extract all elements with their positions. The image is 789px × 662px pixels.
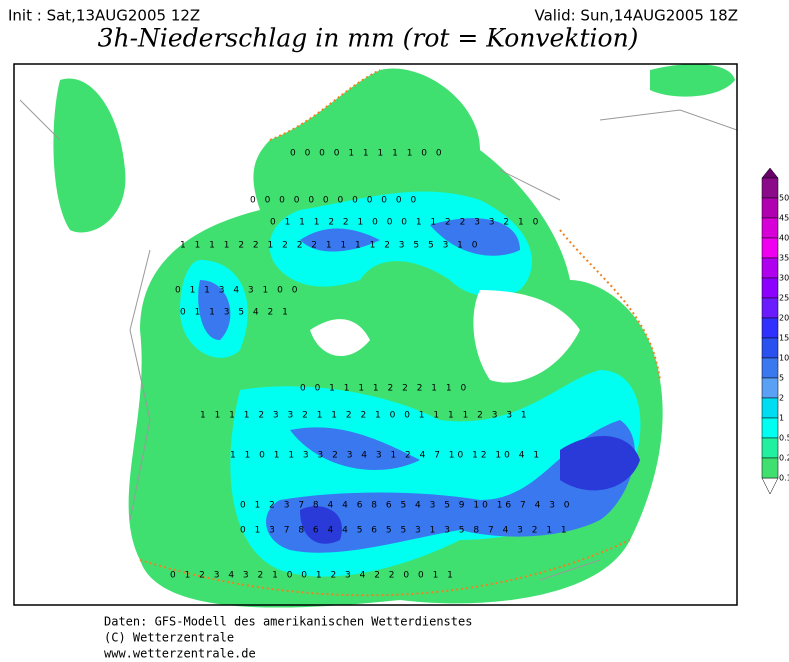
legend: 50 45 40 35 30 25 20 15 10 5 2 1 0.5 0.2 0.1 — [761, 167, 789, 495]
map-value-row: 1 1 1 1 2 3 3 2 1 1 2 2 1 0 0 1 1 1 1 2 … — [200, 411, 530, 421]
legend-label: 50 — [779, 194, 789, 203]
legend-label: 25 — [779, 294, 789, 303]
valid-time: Valid: Sun,14AUG2005 18Z — [534, 7, 738, 25]
legend-swatch — [761, 237, 779, 259]
map-value-row: 0 0 0 0 0 0 0 0 0 0 0 0 — [250, 196, 419, 206]
legend-label: 45 — [779, 214, 789, 223]
map-value-row: 0 0 1 1 1 1 2 2 2 1 1 0 — [300, 384, 469, 394]
legend-swatch — [761, 457, 779, 479]
legend-swatch — [761, 377, 779, 399]
map-value-row: 0 1 2 3 4 3 2 1 0 0 1 2 3 4 2 2 0 0 1 1 — [170, 571, 456, 581]
legend-label: 35 — [779, 254, 789, 263]
map-value-row: 0 0 0 0 1 1 1 1 1 0 0 — [290, 149, 445, 159]
legend-swatch — [761, 297, 779, 319]
legend-swatch — [761, 437, 779, 459]
legend-swatch — [761, 217, 779, 239]
legend-label: 40 — [779, 234, 789, 243]
map-value-row: 0 1 1 3 4 3 1 0 0 — [175, 286, 300, 296]
init-time: Init : Sat,13AUG2005 12Z — [8, 7, 200, 25]
legend-swatch — [761, 417, 779, 439]
footer-line: Daten: GFS-Modell des amerikanischen Wet… — [104, 615, 472, 629]
legend-label: 20 — [779, 314, 789, 323]
title: 3h-Niederschlag in mm (rot = Konvektion) — [98, 24, 639, 53]
legend-label: 10 — [779, 354, 789, 363]
legend-swatch — [761, 357, 779, 379]
map-value-row: 0 1 2 3 7 8 4 4 6 8 6 5 4 3 5 9 10 16 7 … — [240, 501, 573, 511]
map-values: 0 0 0 0 1 1 1 1 1 0 0 0 0 0 0 0 0 0 0 0 0… — [170, 149, 573, 581]
map — [13, 63, 738, 608]
footer-line: www.wetterzentrale.de — [104, 647, 256, 659]
legend-swatch — [761, 317, 779, 339]
map-value-row: 1 1 0 1 1 3 3 2 3 4 3 1 2 4 7 10 12 10 4… — [230, 451, 542, 461]
map-value-row: 0 1 3 7 8 6 4 4 5 6 5 5 3 1 3 5 8 7 4 3 … — [240, 526, 570, 536]
legend-swatch — [761, 257, 779, 279]
legend-swatch — [761, 197, 779, 219]
legend-label: 0.5 — [779, 434, 789, 443]
legend-label: 0.1 — [779, 474, 789, 483]
map-value-row: 0 1 1 1 2 2 1 0 0 0 1 1 2 2 3 3 2 1 0 — [270, 218, 541, 228]
legend-label: 5 — [779, 374, 784, 383]
legend-label: 30 — [779, 274, 789, 283]
legend-label: 2 — [779, 394, 784, 403]
legend-label: 1 — [779, 414, 784, 423]
legend-label: 0.2 — [779, 454, 789, 463]
map-value-row: 0 1 1 3 5 4 2 1 — [180, 308, 291, 318]
map-value-row: 1 1 1 1 2 2 1 2 2 2 1 1 1 1 2 3 5 5 3 1 … — [180, 241, 480, 251]
legend-swatch — [761, 397, 779, 419]
footer-line: (C) Wetterzentrale — [104, 631, 234, 645]
legend-label: 15 — [779, 334, 789, 343]
legend-swatch — [761, 177, 779, 199]
legend-swatch — [761, 277, 779, 299]
legend-swatch — [761, 337, 779, 359]
